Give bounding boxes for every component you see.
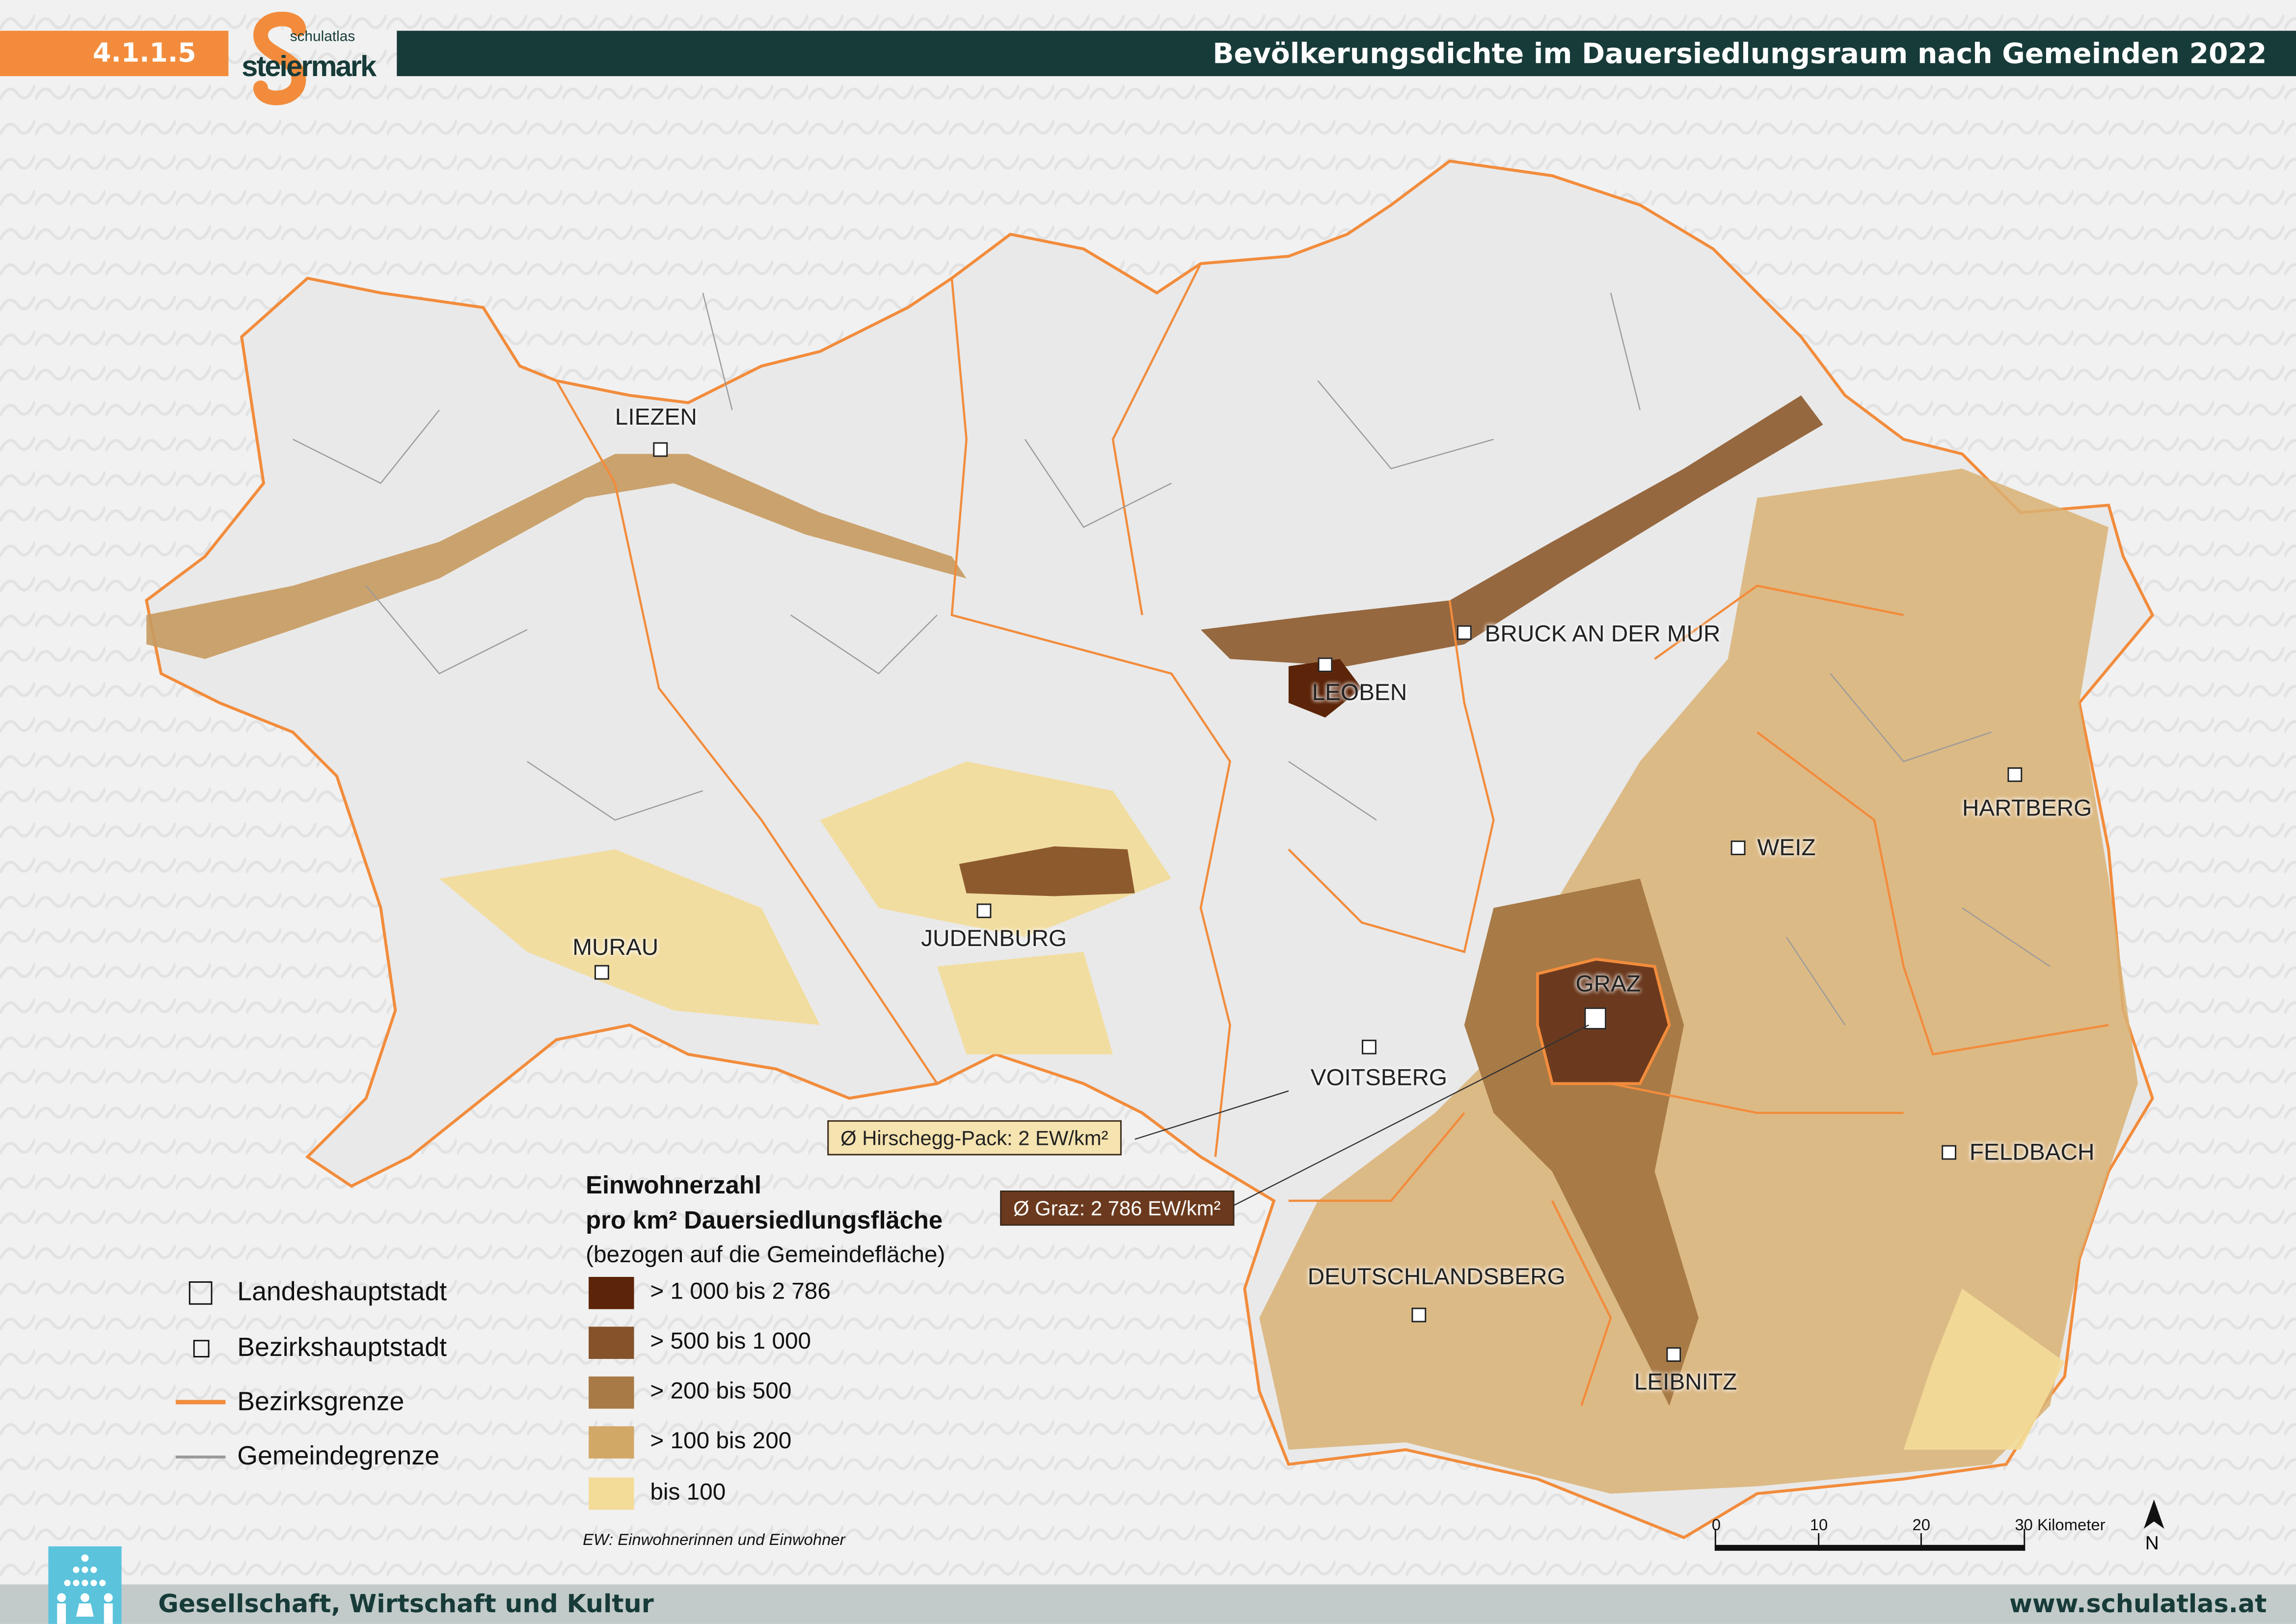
- footer-bar: [0, 1584, 2296, 1624]
- municipality-borders: [293, 293, 2051, 1026]
- swatch-icon: [589, 1277, 634, 1309]
- swatch-icon: [589, 1376, 634, 1409]
- city-marker-icon: [1318, 657, 1333, 673]
- density-area-southeast: [1259, 468, 2138, 1494]
- scale-tick-20: 20: [1912, 1517, 1931, 1535]
- city-marker-icon: [1457, 625, 1472, 640]
- city-label-deutschlandsberg: DEUTSCHLANDSBERG: [1307, 1265, 1566, 1290]
- scale-tick-0: 0: [1711, 1517, 1721, 1535]
- legend-symbol: Gemeindegrenze: [164, 1441, 439, 1472]
- city-marker-icon: [976, 903, 992, 919]
- legend-class: > 500 bis 1 000: [589, 1326, 811, 1359]
- legend-title-line2: pro km² Dauersiedlungsfläche: [586, 1206, 943, 1235]
- city-marker-icon: [2007, 767, 2023, 782]
- legend-symbol: Bezirksgrenze: [164, 1387, 404, 1418]
- legend-class-label: > 100 bis 200: [650, 1429, 792, 1454]
- scale-tick-10: 10: [1810, 1517, 1828, 1535]
- city-label-leibnitz: LEIBNITZ: [1634, 1370, 1737, 1396]
- legend-subtitle: (bezogen auf die Gemeindefläche): [586, 1243, 945, 1269]
- swatch-icon: [589, 1477, 634, 1510]
- legend-symbol-label: Gemeindegrenze: [237, 1441, 440, 1470]
- large-square-icon: [189, 1280, 213, 1304]
- legend-symbol: Bezirkshauptstadt: [164, 1332, 447, 1363]
- title-bar: Bevölkerungsdichte im Dauersiedlungsraum…: [397, 30, 2296, 77]
- logo-text-small: schulatlas: [290, 29, 355, 46]
- legend-class-label: > 500 bis 1 000: [650, 1329, 811, 1355]
- legend-symbol-label: Landeshauptstadt: [237, 1277, 447, 1306]
- callout-min-density: Ø Hirschegg-Pack: 2 EW/km²: [827, 1120, 1122, 1156]
- swatch-icon: [589, 1426, 634, 1459]
- city-marker-icon: [653, 442, 668, 457]
- city-label-judenburg: JUDENBURG: [921, 927, 1067, 952]
- city-label-leoben: LEOBEN: [1312, 681, 1407, 706]
- footer-category: Gesellschaft, Wirtschaft und Kultur: [158, 1590, 654, 1620]
- city-label-murau: MURAU: [572, 936, 659, 961]
- city-label-hartberg: HARTBERG: [1962, 796, 2092, 822]
- legend-class: > 200 bis 500: [589, 1376, 792, 1409]
- city-label-weiz: WEIZ: [1757, 836, 1816, 861]
- abbreviation-note: EW: Einwohnerinnen und Einwohner: [583, 1532, 845, 1549]
- legend-class: > 1 000 bis 2 786: [589, 1277, 831, 1309]
- small-square-icon: [192, 1339, 209, 1357]
- city-marker-icon: [594, 965, 609, 980]
- page-title: Bevölkerungsdichte im Dauersiedlungsraum…: [1213, 37, 2267, 70]
- legend-class: bis 100: [589, 1477, 726, 1510]
- city-marker-icon: [1362, 1039, 1377, 1055]
- city-label-voitsberg: VOITSBERG: [1310, 1066, 1448, 1091]
- legend-symbol-label: Bezirksgrenze: [237, 1386, 405, 1416]
- orange-line-icon: [175, 1400, 226, 1405]
- callout-max-density: Ø Graz: 2 786 EW/km²: [1000, 1191, 1234, 1226]
- city-marker-icon: [1942, 1145, 1957, 1160]
- legend-class: > 100 bis 200: [589, 1426, 791, 1459]
- city-marker-icon: [1730, 840, 1746, 855]
- legend-class-label: > 200 bis 500: [650, 1379, 792, 1405]
- logo-text-large: steiermark: [242, 51, 377, 84]
- legend-symbol-label: Bezirkshauptstadt: [237, 1332, 447, 1362]
- scale-tick-30: 30 Kilometer: [2015, 1517, 2106, 1535]
- city-label-bruck: BRUCK AN DER MUR: [1485, 622, 1721, 648]
- legend-class-label: bis 100: [650, 1480, 726, 1506]
- scale-bar: [1714, 1529, 2026, 1551]
- map-number: 4.1.1.5: [0, 30, 229, 77]
- legend-symbol: Landeshauptstadt: [164, 1277, 447, 1308]
- logo-s-icon: [253, 11, 306, 106]
- city-marker-icon: [1411, 1307, 1427, 1323]
- legend-title: Einwohnerzahl pro km² Dauersiedlungsfläc…: [586, 1168, 943, 1239]
- people-group-icon: [48, 1546, 122, 1624]
- swatch-icon: [589, 1326, 634, 1359]
- schulatlas-logo: schulatlas steiermark: [242, 11, 388, 108]
- footer-website-link[interactable]: www.schulatlas.at: [2009, 1590, 2267, 1620]
- legend-title-line1: Einwohnerzahl: [586, 1171, 761, 1199]
- density-area-enns-valley: [146, 454, 967, 659]
- north-label: N: [2145, 1532, 2159, 1554]
- gray-line-icon: [175, 1455, 226, 1458]
- city-marker-icon: [1666, 1347, 1681, 1362]
- density-area-judenburg: [959, 846, 1135, 896]
- city-label-feldbach: FELDBACH: [1969, 1140, 2095, 1166]
- district-borders: [555, 263, 2109, 1407]
- city-label-graz: GRAZ: [1575, 972, 1641, 998]
- city-label-liezen: LIEZEN: [615, 406, 697, 431]
- north-arrow-icon: [2143, 1499, 2164, 1529]
- legend-class-label: > 1 000 bis 2 786: [650, 1279, 831, 1305]
- density-area-mur-muerz: [1200, 395, 1823, 667]
